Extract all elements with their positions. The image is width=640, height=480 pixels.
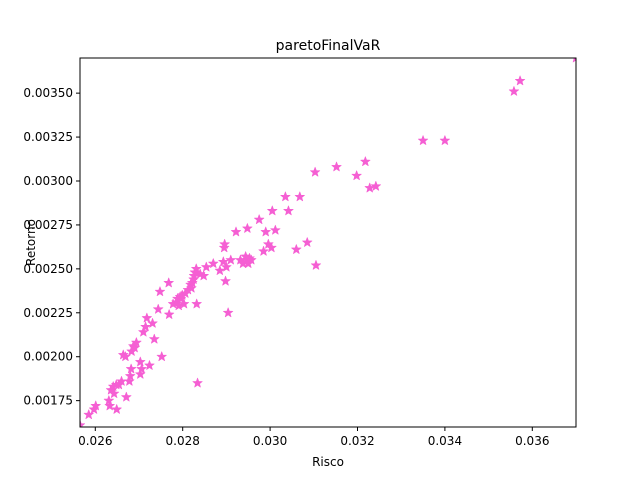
- data-point: [370, 180, 381, 191]
- data-point: [258, 245, 269, 256]
- data-points: [80, 58, 576, 427]
- data-point: [302, 237, 313, 247]
- y-tick-label: 0.00225: [23, 306, 73, 320]
- data-point: [201, 261, 212, 272]
- data-point: [220, 275, 231, 286]
- data-point: [198, 270, 209, 281]
- data-point: [80, 419, 86, 427]
- data-point: [310, 260, 322, 270]
- data-point: [147, 318, 158, 328]
- chart-title: paretoFinalVaR: [276, 38, 381, 54]
- data-point: [126, 363, 137, 374]
- data-point: [223, 307, 234, 318]
- data-point: [310, 166, 321, 177]
- y-tick-label: 0.00250: [23, 262, 73, 276]
- y-tick-label: 0.00350: [23, 86, 73, 100]
- data-point: [191, 298, 202, 309]
- y-tick-label: 0.00275: [23, 218, 73, 232]
- plot-frame: [79, 57, 577, 428]
- data-point: [214, 265, 225, 275]
- data-point: [121, 391, 132, 402]
- data-point: [135, 356, 146, 367]
- data-point: [515, 75, 526, 86]
- y-tick-label: 0.00200: [23, 350, 73, 364]
- data-point: [360, 156, 371, 167]
- y-tick-label: 0.00325: [23, 130, 73, 144]
- data-point: [242, 223, 253, 233]
- data-point: [138, 326, 149, 337]
- data-point: [192, 377, 203, 388]
- data-point: [331, 161, 342, 172]
- data-point: [141, 312, 152, 323]
- data-point: [83, 409, 94, 420]
- data-point: [260, 226, 271, 237]
- data-point: [109, 388, 120, 398]
- data-point: [149, 333, 160, 344]
- y-tick-label: 0.00175: [23, 394, 73, 408]
- data-point: [90, 400, 101, 411]
- y-axis-label: Retorno: [24, 219, 38, 266]
- data-point: [136, 363, 147, 374]
- data-point: [156, 351, 167, 362]
- data-point: [267, 205, 278, 216]
- x-axis-label: Risco: [312, 455, 344, 469]
- data-point: [131, 337, 142, 347]
- x-tick-label: 0.036: [515, 434, 549, 448]
- y-tick-label: 0.00300: [23, 174, 73, 188]
- data-point: [266, 242, 277, 253]
- data-point: [219, 238, 230, 249]
- data-point: [208, 258, 219, 268]
- data-point: [294, 191, 305, 202]
- data-point: [439, 135, 450, 145]
- data-point: [125, 370, 136, 381]
- data-point: [291, 244, 302, 254]
- data-point: [280, 191, 291, 202]
- data-point: [163, 277, 174, 288]
- x-tick-label: 0.034: [428, 434, 462, 448]
- data-point: [219, 242, 230, 253]
- data-point: [254, 214, 265, 224]
- data-point: [270, 224, 281, 235]
- data-point: [153, 303, 164, 314]
- data-point: [191, 263, 202, 274]
- data-point: [221, 261, 232, 272]
- data-point: [417, 135, 429, 145]
- data-point: [572, 58, 576, 63]
- x-tick-label: 0.032: [340, 434, 374, 448]
- data-point: [351, 170, 362, 181]
- data-point: [508, 86, 519, 96]
- data-point: [178, 298, 190, 309]
- data-point: [218, 256, 229, 267]
- x-tick-label: 0.028: [166, 434, 200, 448]
- data-point: [104, 400, 115, 411]
- data-point: [144, 360, 155, 370]
- data-point: [246, 254, 257, 265]
- x-tick-label: 0.030: [253, 434, 287, 448]
- data-point: [283, 205, 294, 216]
- data-point: [230, 226, 242, 237]
- x-tick-label: 0.026: [78, 434, 112, 448]
- y-axis-ticks: 0.00175 0.00200 0.00225 0.00250 0.00275 0.003…: [23, 86, 80, 408]
- data-point: [111, 404, 122, 414]
- x-axis-ticks: 0.026 0.028 0.030 0.032 0.034 0.036: [78, 427, 549, 448]
- data-point: [225, 254, 236, 265]
- data-point: [140, 321, 151, 332]
- data-point: [164, 309, 175, 319]
- data-point: [154, 286, 166, 297]
